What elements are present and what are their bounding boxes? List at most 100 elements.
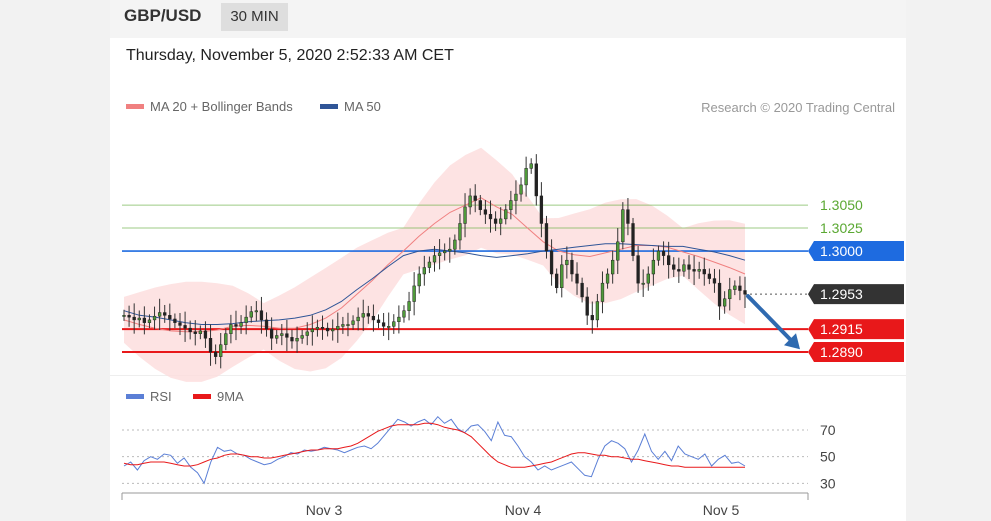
candle-body: [249, 311, 253, 318]
candle-body: [188, 327, 192, 333]
candle-body: [244, 316, 248, 323]
legend-ma50: MA 50: [320, 99, 381, 114]
rsi-line: [123, 415, 746, 485]
legend-rsi-label: RSI: [150, 389, 172, 404]
candle: [376, 314, 381, 329]
bollinger-band: [124, 147, 745, 382]
candle: [422, 255, 426, 286]
candle-body: [412, 285, 416, 302]
candle: [661, 241, 666, 266]
candle-body: [387, 326, 391, 328]
candle: [529, 158, 533, 174]
candle-body: [315, 326, 320, 330]
candle-body: [575, 273, 579, 284]
candle-body: [361, 313, 365, 318]
ma50-swatch: [320, 104, 338, 110]
candle-body: [549, 250, 554, 275]
candle: [712, 268, 717, 293]
candle: [325, 322, 330, 337]
candle: [127, 305, 131, 327]
candle: [483, 200, 488, 224]
x-tick-label-2: Nov 5: [703, 502, 740, 518]
rsi-swatch: [126, 394, 144, 400]
candle-body: [473, 195, 477, 201]
candle-body: [646, 273, 650, 284]
candle-body: [458, 223, 462, 241]
candle: [575, 262, 579, 295]
candle-body: [493, 218, 498, 224]
candle: [488, 200, 493, 233]
candle-body: [341, 324, 345, 327]
candle: [254, 301, 258, 322]
candle: [178, 313, 182, 336]
candle: [437, 239, 442, 270]
candle: [600, 271, 605, 314]
candle-body: [137, 317, 141, 321]
panel-separator: [110, 375, 906, 376]
timestamp: Thursday, November 5, 2020 2:52:33 AM CE…: [126, 47, 454, 64]
candle-body: [310, 328, 314, 333]
legend-9ma-label: 9MA: [217, 389, 244, 404]
candle: [427, 256, 432, 274]
candle-body: [448, 248, 452, 252]
candle: [366, 305, 370, 324]
candle: [300, 330, 304, 344]
candle: [621, 202, 625, 250]
forecast-arrow-head: [784, 333, 800, 350]
candle-body: [661, 250, 666, 256]
candle: [626, 197, 630, 236]
candle: [468, 188, 472, 215]
instrument-title: GBP/USD: [124, 6, 202, 25]
candle: [351, 315, 355, 330]
candle-body: [147, 319, 152, 323]
candle: [458, 213, 462, 250]
candle: [549, 239, 554, 286]
candle: [320, 315, 325, 340]
candle: [443, 243, 447, 261]
candle-body: [366, 313, 370, 317]
candle-body: [224, 333, 228, 345]
level-tag-5: [808, 342, 904, 363]
chart-panel: [110, 0, 906, 521]
candle-body: [478, 200, 482, 210]
timeframe-button[interactable]: 30 MIN: [221, 3, 288, 31]
candle: [534, 154, 538, 206]
candle: [570, 252, 574, 282]
candle-body: [560, 264, 564, 289]
candle-body: [163, 312, 167, 316]
candle-body: [580, 282, 584, 298]
level-tag-label-4: 1.2915: [820, 321, 863, 337]
candle-body: [331, 328, 335, 332]
candle-body: [239, 322, 243, 327]
candle: [417, 266, 421, 294]
candle-body: [259, 310, 264, 321]
candle: [453, 234, 457, 255]
candle: [203, 321, 208, 348]
candle: [280, 324, 284, 346]
candle: [310, 315, 314, 346]
candle-body: [697, 269, 701, 272]
candle-body: [346, 324, 350, 326]
candle-body: [371, 315, 376, 321]
candle: [234, 310, 238, 341]
candle-body: [702, 269, 706, 275]
candle: [269, 317, 274, 350]
candle: [412, 272, 416, 316]
candle: [432, 245, 437, 272]
candle-body: [402, 310, 406, 318]
candle-body: [529, 163, 533, 169]
candle: [473, 184, 477, 213]
candle: [504, 204, 508, 225]
candle-body: [437, 252, 442, 256]
candle: [493, 211, 498, 232]
candle: [392, 314, 396, 334]
candle-body: [198, 330, 203, 334]
candle: [519, 177, 523, 202]
candle-body: [555, 273, 559, 289]
candle: [157, 298, 162, 330]
candle-body: [682, 264, 686, 272]
candle: [402, 305, 406, 323]
candle-body: [595, 301, 600, 321]
level-tag-label-2: 1.3000: [820, 243, 863, 259]
candle: [137, 310, 141, 328]
